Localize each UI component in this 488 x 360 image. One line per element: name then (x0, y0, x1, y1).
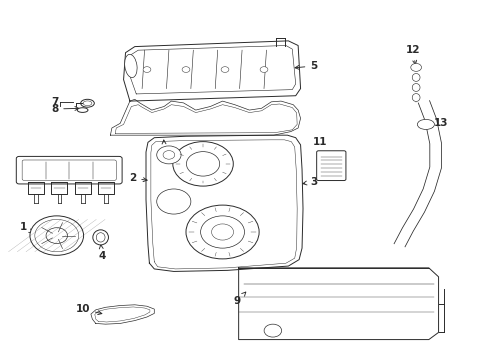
Circle shape (186, 152, 219, 176)
Text: 11: 11 (312, 137, 330, 174)
Circle shape (410, 63, 421, 71)
Text: 9: 9 (233, 292, 245, 306)
Circle shape (211, 224, 233, 240)
Ellipse shape (124, 54, 137, 77)
Circle shape (172, 141, 233, 186)
Polygon shape (146, 135, 303, 271)
Circle shape (30, 216, 83, 255)
Circle shape (221, 67, 228, 72)
Text: 3: 3 (302, 177, 317, 187)
Ellipse shape (411, 73, 419, 81)
Text: 10: 10 (75, 304, 102, 315)
Polygon shape (110, 99, 300, 135)
Text: 1: 1 (20, 222, 33, 233)
Text: 4: 4 (98, 245, 105, 261)
Circle shape (143, 67, 151, 72)
Circle shape (157, 146, 181, 164)
Text: 12: 12 (405, 45, 419, 64)
Polygon shape (123, 41, 300, 101)
Text: 6: 6 (161, 140, 168, 158)
Polygon shape (238, 268, 438, 339)
Circle shape (260, 67, 267, 72)
Ellipse shape (96, 233, 105, 242)
Text: 5: 5 (294, 61, 317, 71)
FancyBboxPatch shape (316, 151, 345, 180)
Circle shape (182, 67, 189, 72)
Polygon shape (91, 305, 154, 324)
Ellipse shape (77, 108, 88, 112)
Ellipse shape (93, 230, 108, 245)
Ellipse shape (411, 94, 419, 102)
Ellipse shape (416, 120, 433, 130)
Ellipse shape (81, 99, 94, 107)
Text: 8: 8 (51, 104, 79, 114)
Circle shape (185, 205, 259, 259)
FancyBboxPatch shape (16, 156, 122, 184)
Text: 7: 7 (51, 97, 58, 107)
Ellipse shape (411, 84, 419, 91)
Circle shape (163, 150, 174, 159)
Circle shape (157, 189, 190, 214)
Text: 2: 2 (129, 173, 147, 183)
Circle shape (200, 216, 244, 248)
Circle shape (264, 324, 281, 337)
Text: 13: 13 (427, 118, 447, 128)
Circle shape (46, 228, 67, 243)
Ellipse shape (83, 101, 92, 105)
